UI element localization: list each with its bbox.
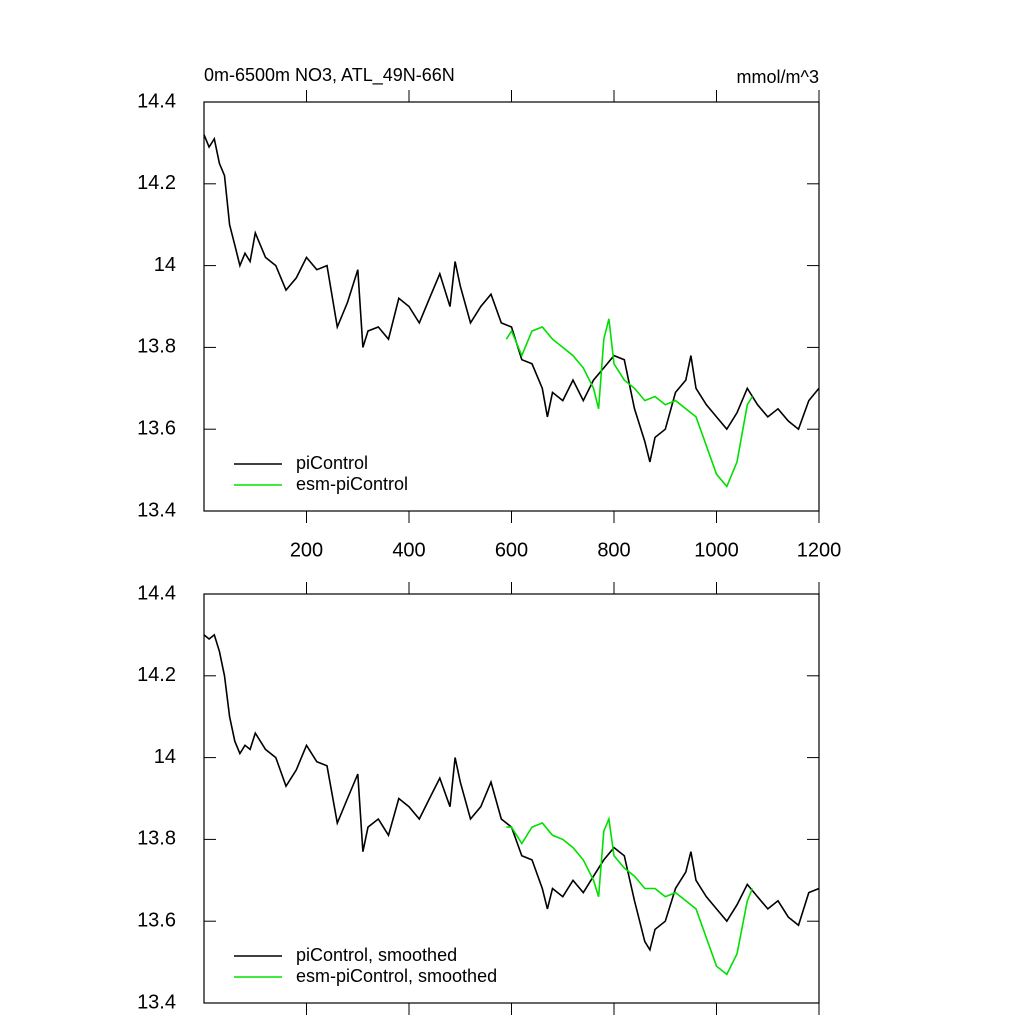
y-tick-label: 14.2 (137, 664, 176, 686)
y-tick-label: 13.4 (137, 991, 176, 1013)
y-tick-label: 13.8 (137, 828, 176, 850)
units-label: mmol/m^3 (737, 67, 819, 87)
x-tick-label: 800 (597, 539, 630, 561)
chart-title: 0m-6500m NO3, ATL_49N-66N (204, 65, 455, 86)
data-line (505, 318, 754, 489)
x-tick-label: 1200 (797, 539, 842, 561)
data-line (506, 815, 754, 976)
y-tick-label: 13.8 (137, 336, 176, 358)
legend-label: piControl, smoothed (296, 945, 457, 965)
y-tick-label: 14.2 (137, 172, 176, 194)
y-tick-label: 13.4 (137, 499, 176, 521)
plot-frame (203, 101, 820, 512)
data-line (203, 633, 820, 952)
legend-label: piControl (296, 453, 368, 473)
data-line (203, 134, 820, 463)
y-tick-label: 14 (154, 746, 176, 768)
y-tick-label: 14.4 (137, 90, 176, 112)
y-tick-label: 13.6 (137, 417, 176, 439)
x-tick-label: 1000 (694, 539, 739, 561)
y-tick-label: 14.4 (137, 582, 176, 604)
x-tick-label: 400 (392, 539, 425, 561)
x-tick-label: 600 (495, 539, 528, 561)
y-tick-label: 14 (154, 254, 176, 276)
legend-label: esm-piControl (296, 474, 408, 494)
x-tick-label: 200 (290, 539, 323, 561)
plot-frame (203, 593, 820, 1004)
legend-label: esm-piControl, smoothed (296, 966, 497, 986)
y-tick-label: 13.6 (137, 909, 176, 931)
